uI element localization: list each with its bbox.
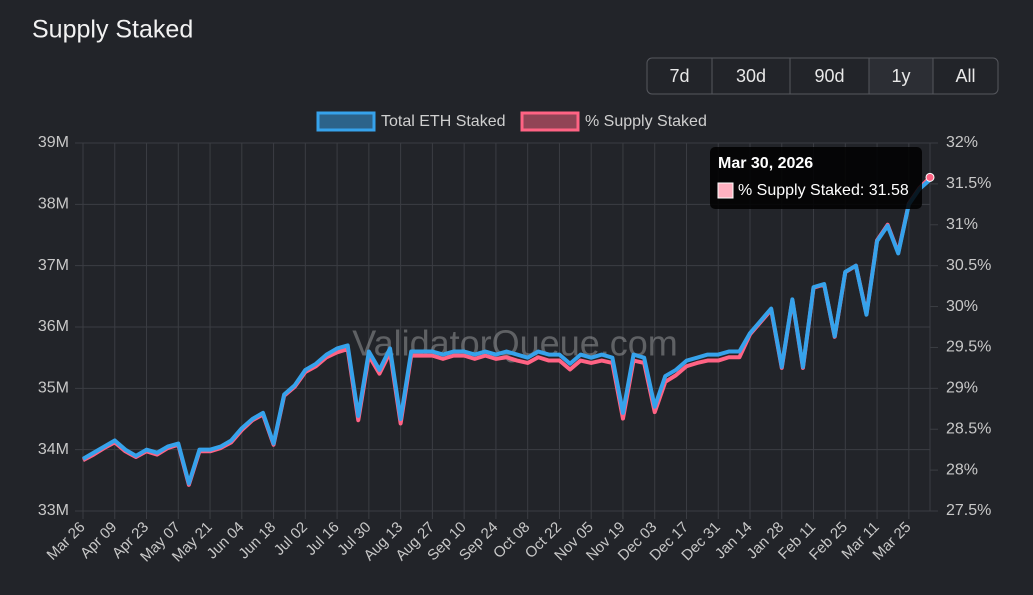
watermark: ValidatorQueue.com [352, 323, 678, 364]
y-tick-label: 33M [38, 502, 69, 519]
range-button[interactable]: 7d [669, 66, 689, 86]
y2-tick-label: 28% [946, 461, 978, 478]
y-tick-label: 34M [38, 441, 69, 458]
legend-swatch [316, 111, 376, 132]
x-tick-label: Jul 16 [302, 519, 342, 559]
button-active-bg [869, 58, 933, 94]
tooltip-swatch [717, 182, 734, 199]
y2-tick-label: 31.5% [946, 175, 991, 192]
y-tick-label: 39M [38, 134, 69, 151]
y2-tick-label: 28.5% [946, 420, 991, 437]
legend-label: Total ETH Staked [381, 113, 506, 130]
y2-tick-label: 29% [946, 380, 978, 397]
y2-tick-label: 30% [946, 298, 978, 315]
tooltip-box [710, 147, 922, 209]
y-tick-label: 36M [38, 318, 69, 335]
tooltip-title: Mar 30, 2026 [718, 155, 813, 172]
legend-swatch [520, 111, 580, 132]
overlay: 7d 30d 90d 1y All Total ETH Staked % Supply St… [316, 57, 999, 209]
x-tick-label: Jul 02 [271, 519, 311, 559]
legend-label: % Supply Staked [585, 113, 707, 130]
lines [81, 175, 932, 487]
button-group [646, 57, 999, 95]
hover-point [925, 172, 935, 182]
series-line [81, 178, 932, 486]
range-button[interactable]: 90d [814, 66, 844, 86]
y-tick-label: 35M [38, 380, 69, 397]
y-tick-label: 37M [38, 257, 69, 274]
range-button[interactable]: All [955, 66, 975, 86]
tooltip-text: % Supply Staked: 31.58 [738, 182, 909, 199]
y2-tick-label: 30.5% [946, 257, 991, 274]
x-tick-label: Mar 26 [44, 519, 89, 564]
range-button[interactable]: 30d [736, 66, 766, 86]
chart-title: Supply Staked [32, 16, 193, 44]
watermark-layer: ValidatorQueue.com [352, 323, 678, 364]
y2-tick-label: 31% [946, 216, 978, 233]
y2-tick-label: 27.5% [946, 502, 991, 519]
y2-tick-label: 32% [946, 134, 978, 151]
range-button[interactable]: 1y [891, 66, 910, 86]
y2-tick-label: 29.5% [946, 339, 991, 356]
y-tick-label: 38M [38, 196, 69, 213]
